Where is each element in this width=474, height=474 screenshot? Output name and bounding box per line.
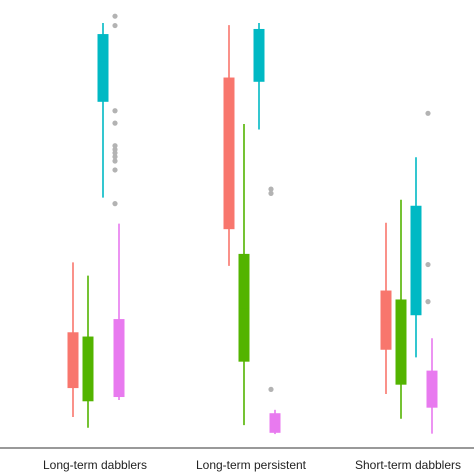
outlier-point xyxy=(112,22,118,29)
box-long-term-persistent-1 xyxy=(223,25,235,266)
box-body xyxy=(410,205,422,316)
box-long-term-dabblers-4 xyxy=(112,13,125,401)
box-body xyxy=(269,413,281,433)
outlier-point xyxy=(425,110,431,116)
plot-area xyxy=(67,13,438,435)
outlier-point xyxy=(112,108,118,114)
box-body xyxy=(253,28,265,82)
outlier-point xyxy=(112,13,118,19)
box-long-term-dabblers-2 xyxy=(82,275,94,428)
outlier-point xyxy=(425,261,431,268)
outlier-point xyxy=(268,186,274,192)
x-tick-label: Long-term persistent xyxy=(196,458,307,472)
outlier-point xyxy=(112,146,118,153)
outlier-point xyxy=(112,143,118,149)
outlier-point xyxy=(268,190,274,196)
outlier-point xyxy=(425,299,431,305)
box-body xyxy=(238,253,250,362)
box-long-term-dabblers-3 xyxy=(97,23,109,198)
outlier-point xyxy=(112,167,118,173)
box-body xyxy=(82,336,94,402)
outlier-point xyxy=(268,386,274,392)
box-long-term-persistent-2 xyxy=(238,123,250,426)
outlier-point xyxy=(112,158,118,164)
outlier-point xyxy=(112,120,118,126)
box-body xyxy=(380,290,392,350)
box-body xyxy=(97,34,109,102)
outlier-point xyxy=(112,154,118,160)
box-short-term-dabblers-1 xyxy=(380,222,392,395)
box-long-term-persistent-4 xyxy=(268,186,281,435)
outlier-point xyxy=(112,201,118,207)
box-body xyxy=(113,319,125,398)
box-short-term-dabblers-4 xyxy=(425,110,438,434)
box-body xyxy=(395,299,407,385)
box-short-term-dabblers-3 xyxy=(410,157,422,358)
box-long-term-dabblers-1 xyxy=(67,262,79,418)
box-body xyxy=(223,77,235,230)
x-tick-label: Short-term dabblers xyxy=(355,458,461,472)
x-tick-label: Long-term dabblers xyxy=(43,458,147,472)
x-axis: Long-term dabblers Long-term persistent Sh… xyxy=(43,458,461,472)
box-short-term-dabblers-2 xyxy=(395,199,407,419)
box-body xyxy=(67,332,79,389)
box-long-term-persistent-3 xyxy=(253,23,265,130)
